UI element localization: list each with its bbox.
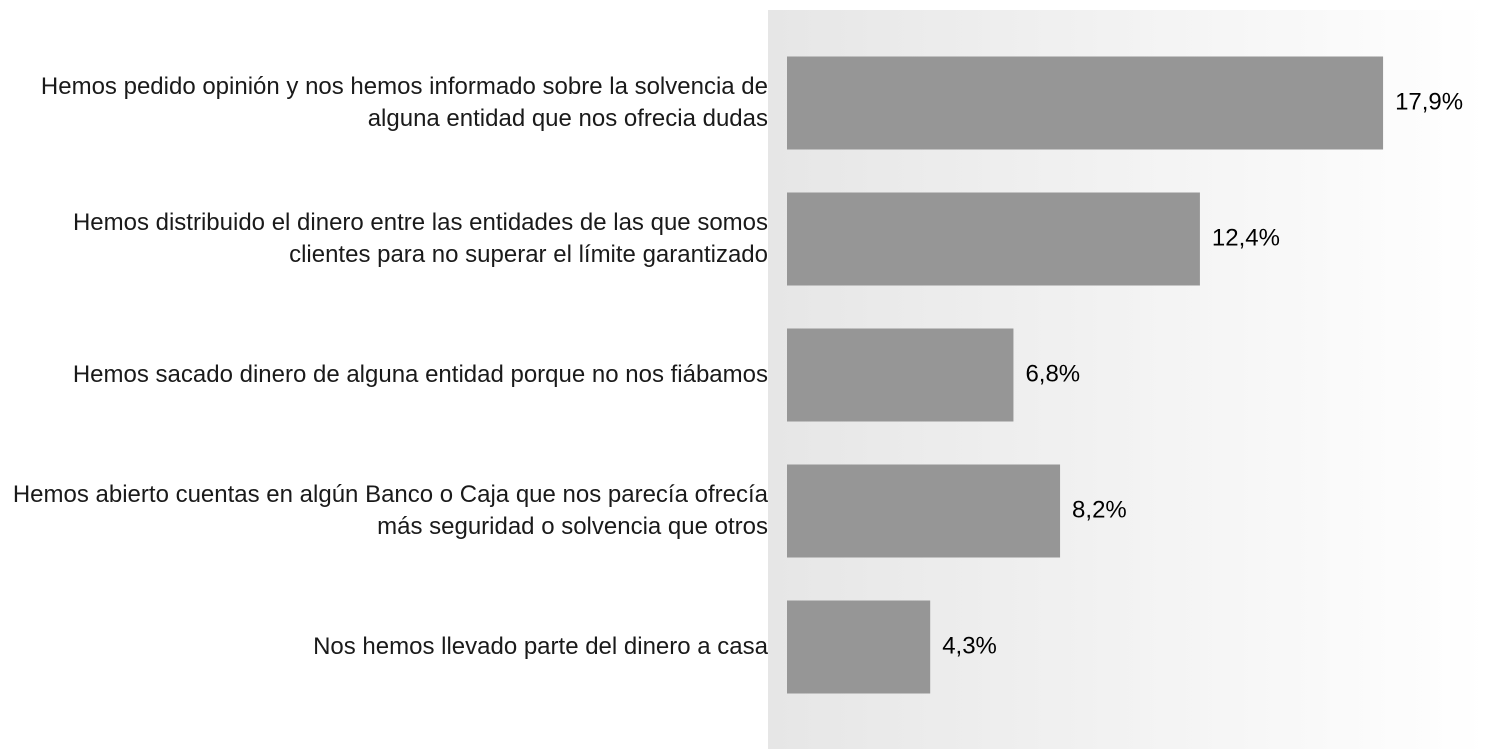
category-label: Hemos pedido opinión y nos hemos informa…	[40, 73, 768, 132]
bar	[787, 464, 1061, 558]
bar	[787, 600, 931, 694]
value-label: 4,3%	[942, 632, 997, 659]
bar	[787, 192, 1200, 286]
value-label: 6,8%	[1025, 360, 1080, 387]
category-label: Hemos sacado dinero de alguna entidad po…	[72, 361, 768, 388]
category-label: Hemos distribuido el dinero entre las en…	[72, 209, 768, 268]
value-label: 17,9%	[1395, 88, 1463, 115]
value-label: 8,2%	[1072, 496, 1127, 523]
bar	[787, 328, 1014, 422]
category-label: Hemos abierto cuentas en algún Banco o C…	[12, 481, 768, 540]
value-label: 12,4%	[1212, 224, 1280, 251]
category-label: Nos hemos llevado parte del dinero a cas…	[313, 633, 768, 660]
bar	[787, 56, 1384, 150]
